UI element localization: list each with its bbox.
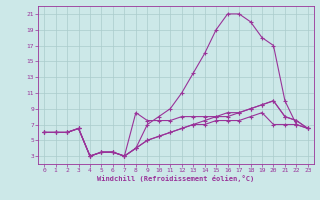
X-axis label: Windchill (Refroidissement éolien,°C): Windchill (Refroidissement éolien,°C) <box>97 175 255 182</box>
